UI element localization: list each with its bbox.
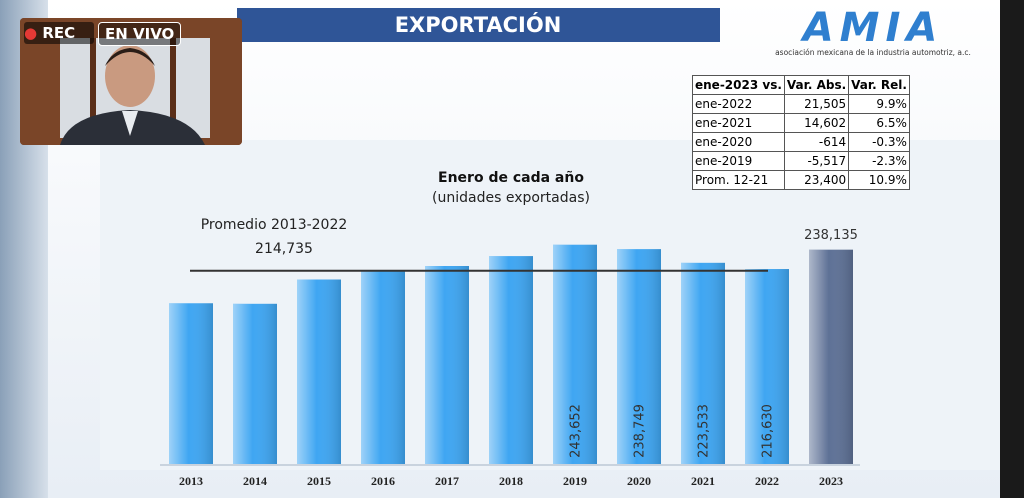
bar-sheen: [617, 249, 661, 464]
logo-subtitle: asociación mexicana de la industria auto…: [775, 48, 971, 57]
x-tick-label: 2023: [819, 474, 843, 488]
table-cell: Prom. 12-21: [692, 170, 785, 190]
variation-table: ene-2023 vs. Var. Abs. Var. Rel. ene-2022 21…: [692, 75, 910, 190]
value-label: 238,135: [804, 228, 858, 243]
table-cell: -5,517: [783, 151, 850, 171]
table-cell: ene-2022: [692, 94, 785, 114]
video-feed: ● REC EN VIVO: [20, 18, 242, 145]
chart-title: Enero de cada año: [438, 170, 584, 186]
average-label: Promedio 2013-2022: [201, 217, 348, 233]
table-cell: ene-2020: [692, 132, 785, 152]
live-badge: EN VIVO: [98, 22, 182, 46]
x-tick-label: 2013: [179, 474, 203, 488]
table-cell: -614: [783, 132, 850, 152]
table-cell: ene-2021: [692, 113, 785, 133]
bar-sheen: [297, 279, 341, 464]
table-row: Prom. 12-21 23,400 10.9%: [692, 170, 910, 190]
logo: AMIA: [800, 5, 944, 51]
table-header-cell: ene-2023 vs.: [692, 75, 785, 95]
table-cell: 23,400: [783, 170, 850, 190]
bar-sheen: [425, 266, 469, 464]
slide-title: EXPORTACIÓN: [395, 12, 562, 37]
bar-sheen: [809, 249, 853, 464]
bar-sheen: [233, 303, 277, 464]
rec-label: REC: [42, 24, 76, 42]
table-header-row: ene-2023 vs. Var. Abs. Var. Rel.: [692, 75, 910, 95]
table-row: ene-2022 21,505 9.9%: [692, 94, 910, 114]
value-label: 223,533: [697, 404, 712, 458]
bar-sheen: [361, 270, 405, 464]
x-tick-label: 2021: [691, 474, 715, 488]
bar-sheen: [169, 303, 213, 464]
table-row: ene-2021 14,602 6.5%: [692, 113, 910, 133]
bar-sheen: [489, 256, 533, 464]
table-cell: 21,505: [783, 94, 850, 114]
table-header-cell: Var. Rel.: [848, 75, 910, 95]
x-tick-label: 2020: [627, 474, 651, 488]
table-row: ene-2019 -5,517 -2.3%: [692, 151, 910, 171]
baseline: [160, 464, 860, 466]
value-label: 238,749: [633, 404, 648, 458]
x-tick-label: 2014: [243, 474, 267, 488]
x-tick-label: 2017: [435, 474, 459, 488]
table-cell: 14,602: [783, 113, 850, 133]
x-tick-label: 2015: [307, 474, 331, 488]
average-value: 214,735: [255, 241, 313, 257]
table-cell: 9.9%: [848, 94, 910, 114]
bar-sheen: [745, 269, 789, 464]
value-label: 243,652: [569, 404, 584, 458]
x-tick-label: 2019: [563, 474, 587, 488]
table-cell: 10.9%: [848, 170, 910, 190]
table-cell: ene-2019: [692, 151, 785, 171]
x-tick-label: 2022: [755, 474, 779, 488]
table-cell: -2.3%: [848, 151, 910, 171]
rec-badge: ● REC: [24, 22, 94, 44]
table-cell: -0.3%: [848, 132, 910, 152]
bar-sheen: [681, 262, 725, 464]
title-bar: [237, 8, 720, 42]
value-label: 216,630: [761, 404, 776, 458]
table-cell: 6.5%: [848, 113, 910, 133]
bar-sheen: [553, 244, 597, 464]
table-header-cell: Var. Abs.: [783, 75, 850, 95]
chart-subtitle: (unidades exportadas): [432, 190, 590, 206]
x-tick-label: 2016: [371, 474, 395, 488]
x-tick-label: 2018: [499, 474, 523, 488]
table-row: ene-2020 -614 -0.3%: [692, 132, 910, 152]
